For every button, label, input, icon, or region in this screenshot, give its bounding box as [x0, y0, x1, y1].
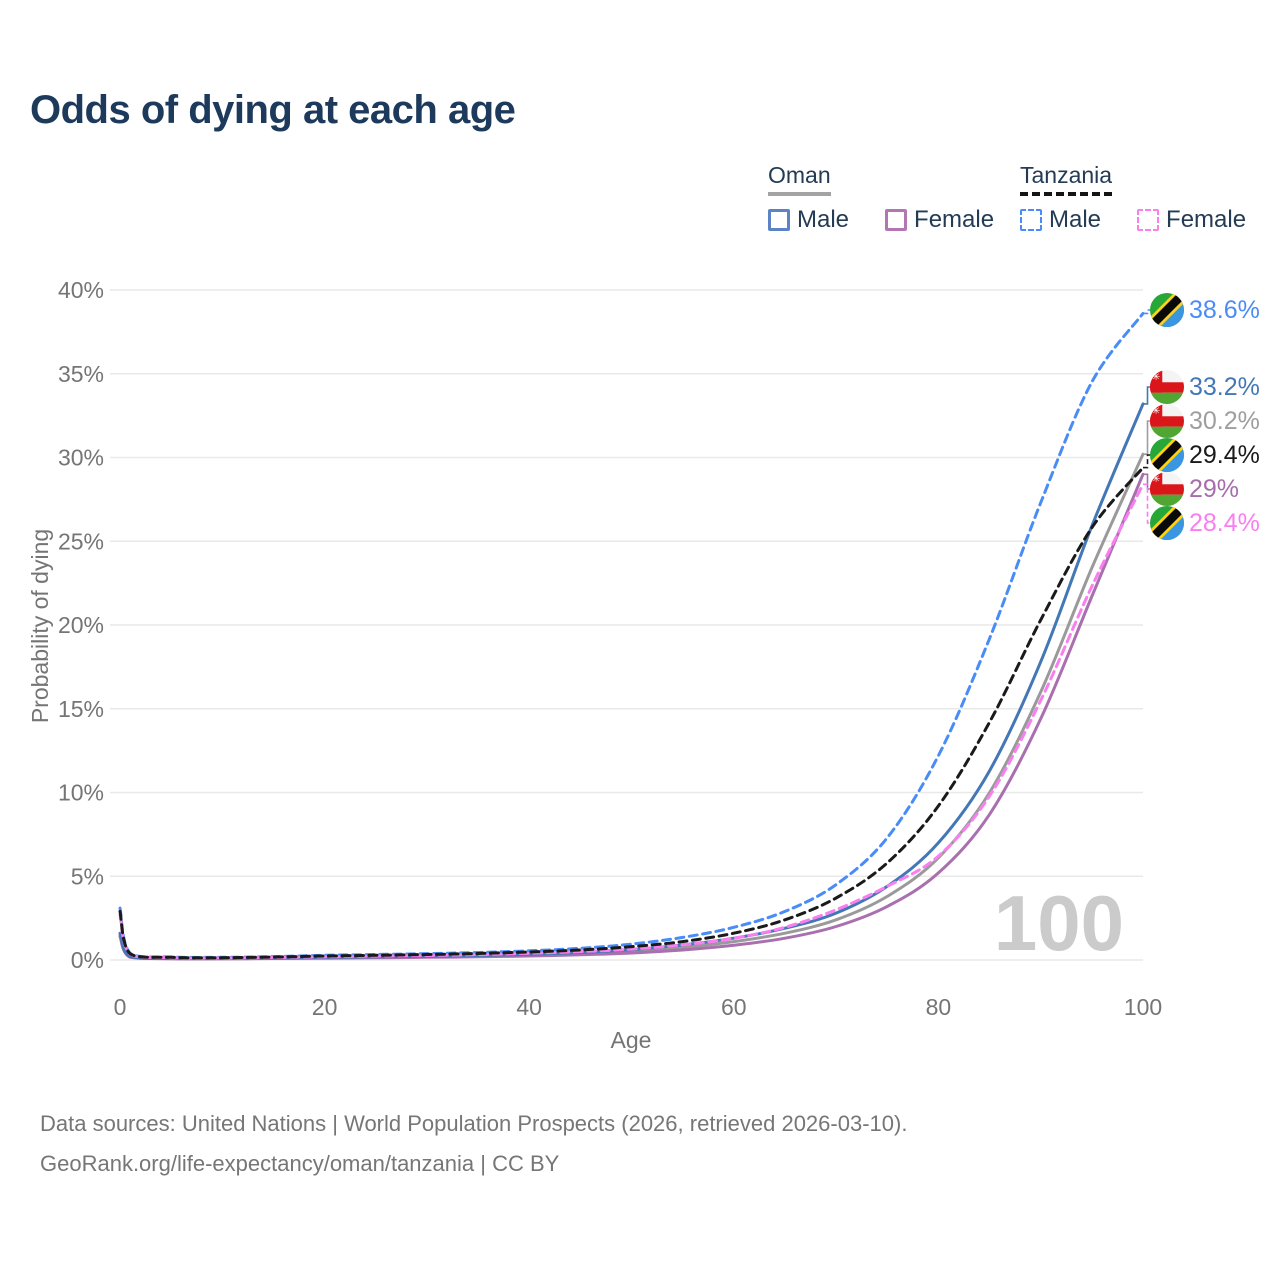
series-line-oman-female[interactable] — [118, 472, 1145, 961]
x-tick-label-80: 80 — [926, 994, 952, 1020]
source-line-1: Data sources: United Nations | World Pop… — [40, 1111, 908, 1136]
legend-item-tanzania-female[interactable]: Female — [1137, 206, 1246, 234]
end-value: 33.2% — [1189, 372, 1260, 401]
tanzania-male-swatch-icon — [1020, 209, 1042, 231]
legend-item-tanzania-male[interactable]: Male — [1020, 206, 1101, 234]
oman-female-swatch-icon — [885, 209, 908, 231]
y-axis-title: Probability of dying — [27, 529, 53, 723]
legend-label: Male — [797, 206, 850, 233]
x-tick-label-100: 100 — [1124, 994, 1162, 1020]
x-axis-title: Age — [611, 1027, 652, 1053]
y-tick-label-0: 0% — [71, 947, 104, 973]
legend-label: Male — [1049, 206, 1102, 233]
end-label-connector-oman-male — [1143, 386, 1151, 405]
legend-label: Female — [1166, 206, 1247, 233]
end-label-connector-oman-combined — [1143, 420, 1151, 455]
tanzania-flag-icon — [1150, 293, 1184, 327]
end-value: 30.2% — [1189, 406, 1260, 435]
end-value: 28.4% — [1189, 508, 1260, 537]
end-label-tanzania-female: 28.4% — [1150, 506, 1260, 540]
x-tick-label-60: 60 — [721, 994, 747, 1020]
end-label-oman-male: 33.2% — [1150, 370, 1260, 404]
oman-flag-icon — [1150, 472, 1184, 506]
page-title: Odds of dying at each age — [30, 88, 516, 132]
x-tick-label-40: 40 — [516, 994, 542, 1020]
y-tick-label-30: 30% — [58, 445, 104, 471]
x-tick-label-0: 0 — [114, 994, 127, 1020]
oman-flag-icon — [1150, 404, 1184, 438]
y-tick-label-25: 25% — [58, 528, 104, 554]
y-tick-label-40: 40% — [58, 277, 104, 303]
oman-male-swatch-icon — [768, 209, 790, 231]
x-tick-label-20: 20 — [312, 994, 338, 1020]
series-line-tanzania-male[interactable] — [118, 311, 1145, 959]
legend-group-oman: Oman Male Female — [768, 162, 994, 234]
end-value: 38.6% — [1189, 295, 1260, 324]
age-watermark: 100 — [994, 879, 1124, 967]
end-label-connector-tanzania-combined — [1143, 454, 1151, 469]
y-tick-label-10: 10% — [58, 780, 104, 806]
tanzania-female-swatch-icon — [1137, 209, 1160, 231]
y-tick-label-35: 35% — [58, 361, 104, 387]
source-line-2: GeoRank.org/life-expectancy/oman/tanzani… — [40, 1151, 560, 1176]
end-label-tanzania-combined: 29.4% — [1150, 438, 1260, 472]
end-label-tanzania-male: 38.6% — [1150, 293, 1260, 327]
series-line-tanzania-female[interactable] — [118, 482, 1145, 960]
y-tick-label-15: 15% — [58, 696, 104, 722]
legend-item-oman-female[interactable]: Female — [885, 206, 994, 234]
y-tick-label-5: 5% — [71, 863, 104, 889]
end-label-connector-tanzania-male — [1143, 309, 1151, 315]
oman-flag-icon — [1150, 370, 1184, 404]
legend-group-tanzania: Tanzania Male Female — [1020, 162, 1246, 234]
legend-country-oman: Oman — [768, 162, 831, 196]
end-label-oman-combined: 30.2% — [1150, 404, 1260, 438]
end-label-connector-oman-female — [1143, 473, 1151, 490]
end-label-oman-female: 29% — [1150, 472, 1239, 506]
end-value: 29.4% — [1189, 440, 1260, 469]
tanzania-flag-icon — [1150, 506, 1184, 540]
legend-label: Female — [914, 206, 995, 233]
series-line-tanzania-combined[interactable] — [118, 466, 1145, 960]
end-value: 29% — [1189, 474, 1240, 503]
legend-item-oman-male[interactable]: Male — [768, 206, 849, 234]
series-line-oman-combined[interactable] — [118, 452, 1145, 961]
end-label-connector-tanzania-female — [1143, 483, 1151, 524]
legend-country-tanzania: Tanzania — [1020, 162, 1113, 196]
y-tick-label-20: 20% — [58, 612, 104, 638]
tanzania-flag-icon — [1150, 438, 1184, 472]
data-source-note: Data sources: United Nations | World Pop… — [40, 1104, 907, 1184]
series-line-oman-male[interactable] — [118, 402, 1145, 961]
